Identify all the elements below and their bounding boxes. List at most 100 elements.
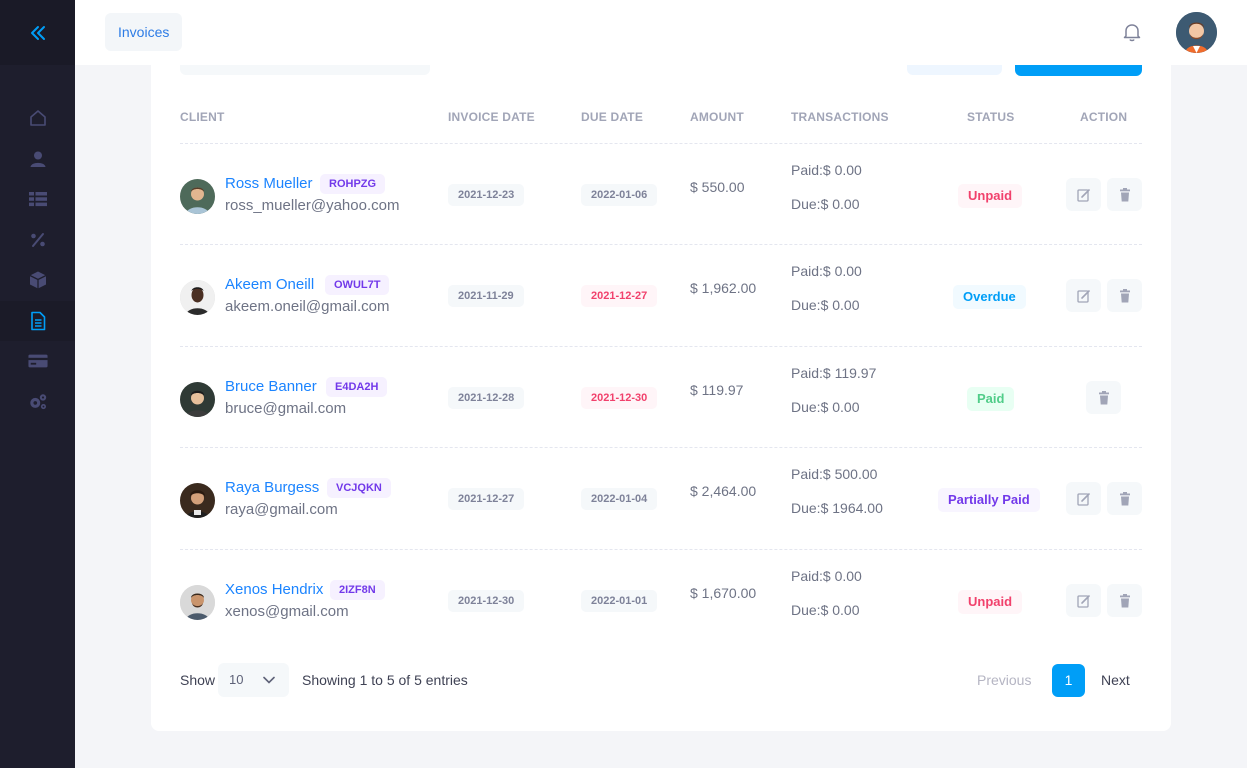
column-header-transactions[interactable]: TRANSACTIONS [791,110,889,124]
trash-icon [1119,187,1130,201]
user-avatar[interactable] [1176,12,1217,53]
page-number-button[interactable]: 1 [1052,664,1085,697]
sidebar-item-list[interactable] [0,179,75,219]
status-badge: Unpaid [958,184,1023,208]
double-chevron-left-icon[interactable] [29,25,47,41]
edit-icon [1076,289,1090,303]
breadcrumb[interactable]: Invoices [105,13,183,51]
client-avatar [180,483,215,518]
due-date: 2022-01-06 [581,184,658,206]
table-row: Akeem Oneill OWUL7T akeem.oneil@gmail.co… [180,244,1142,346]
sidebar-item-home[interactable] [0,98,75,138]
amount: $ 1,962.00 [690,280,757,296]
table-row: Ross Mueller ROHPZG ross_mueller@yahoo.c… [180,143,1142,245]
due-date: 2022-01-04 [581,488,658,510]
edit-icon [1076,492,1090,506]
client-name[interactable]: Raya Burgess [225,479,320,496]
client-name[interactable]: Ross Mueller [225,175,313,192]
column-header-client[interactable]: CLIENT [180,110,225,124]
filter-button[interactable] [907,65,1002,75]
list-icon [28,192,47,207]
paid-amount: Paid:$ 0.00 [791,263,862,279]
client-email: ross_mueller@yahoo.com [225,197,400,214]
sidebar-item-payments[interactable] [0,341,75,381]
invoice-code-badge: ROHPZG [320,174,386,194]
file-icon [30,311,45,330]
edit-button[interactable] [1066,279,1101,312]
invoice-date: 2021-12-28 [448,387,525,409]
page-size-select[interactable]: 10 [218,663,289,697]
sidebar-item-products[interactable] [0,260,75,300]
next-page-button[interactable]: Next [1101,672,1130,688]
edit-button[interactable] [1066,482,1101,515]
status-badge: Overdue [953,285,1026,309]
add-invoice-button[interactable] [1015,65,1142,76]
invoice-code-badge: E4DA2H [326,377,388,397]
client-name[interactable]: Xenos Hendrix [225,581,324,598]
due-amount: Due:$ 1964.00 [791,500,883,516]
edit-icon [1076,594,1090,608]
column-header-due-date[interactable]: DUE DATE [581,110,644,124]
amount: $ 119.97 [690,382,744,398]
previous-page-button[interactable]: Previous [977,672,1032,688]
amount: $ 2,464.00 [690,483,757,499]
invoice-date: 2021-12-27 [448,488,525,510]
invoices-card: CLIENT INVOICE DATE DUE DATE AMOUNT TRAN… [151,65,1171,731]
paid-amount: Paid:$ 0.00 [791,162,862,178]
status-badge: Partially Paid [938,488,1040,512]
client-name[interactable]: Bruce Banner [225,378,317,395]
paid-amount: Paid:$ 500.00 [791,466,878,482]
sidebar-item-discounts[interactable] [0,220,75,260]
column-header-status[interactable]: STATUS [967,110,1015,124]
trash-icon [1119,288,1130,302]
top-header: Invoices [75,0,1247,65]
client-avatar [180,179,215,214]
due-amount: Due:$ 0.00 [791,399,860,415]
column-header-invoice-date[interactable]: INVOICE DATE [448,110,535,124]
due-amount: Due:$ 0.00 [791,196,860,212]
trash-icon [1119,593,1130,607]
client-avatar [180,280,215,315]
box-icon [29,271,46,289]
edit-button[interactable] [1066,178,1101,211]
bell-icon[interactable] [1123,22,1141,42]
sidebar-item-settings[interactable] [0,382,75,422]
search-input[interactable] [180,65,430,75]
amount: $ 550.00 [690,179,745,195]
table-row: Raya Burgess VCJQKN raya@gmail.com 2021-… [180,447,1142,549]
delete-button[interactable] [1107,178,1142,211]
chevron-down-icon [263,676,275,684]
delete-button[interactable] [1086,381,1121,414]
client-email: akeem.oneil@gmail.com [225,298,390,315]
sidebar [0,0,75,768]
client-email: bruce@gmail.com [225,400,347,417]
due-amount: Due:$ 0.00 [791,602,860,618]
home-icon [29,110,46,126]
sidebar-item-users[interactable] [0,139,75,179]
delete-button[interactable] [1107,279,1142,312]
edit-button[interactable] [1066,584,1101,617]
percent-icon [30,232,45,247]
client-email: raya@gmail.com [225,501,338,518]
table-row: Xenos Hendrix 2IZF8N xenos@gmail.com 202… [180,549,1142,651]
delete-button[interactable] [1107,482,1142,515]
paid-amount: Paid:$ 119.97 [791,365,877,381]
delete-button[interactable] [1107,584,1142,617]
column-header-action: ACTION [1080,110,1128,124]
paid-amount: Paid:$ 0.00 [791,568,862,584]
edit-icon [1076,188,1090,202]
entries-info: Showing 1 to 5 of 5 entries [302,672,468,688]
column-header-amount[interactable]: AMOUNT [690,110,744,124]
credit-card-icon [27,354,48,368]
invoice-date: 2021-11-29 [448,285,524,307]
invoice-date: 2021-12-30 [448,590,525,612]
sidebar-toggle[interactable] [0,0,75,65]
amount: $ 1,670.00 [690,585,757,601]
client-avatar [180,382,215,417]
invoice-code-badge: VCJQKN [327,478,391,498]
user-icon [30,151,45,167]
due-amount: Due:$ 0.00 [791,297,860,313]
sidebar-item-invoices[interactable] [0,300,75,341]
client-name[interactable]: Akeem Oneill [225,276,315,293]
show-label: Show [180,672,216,688]
